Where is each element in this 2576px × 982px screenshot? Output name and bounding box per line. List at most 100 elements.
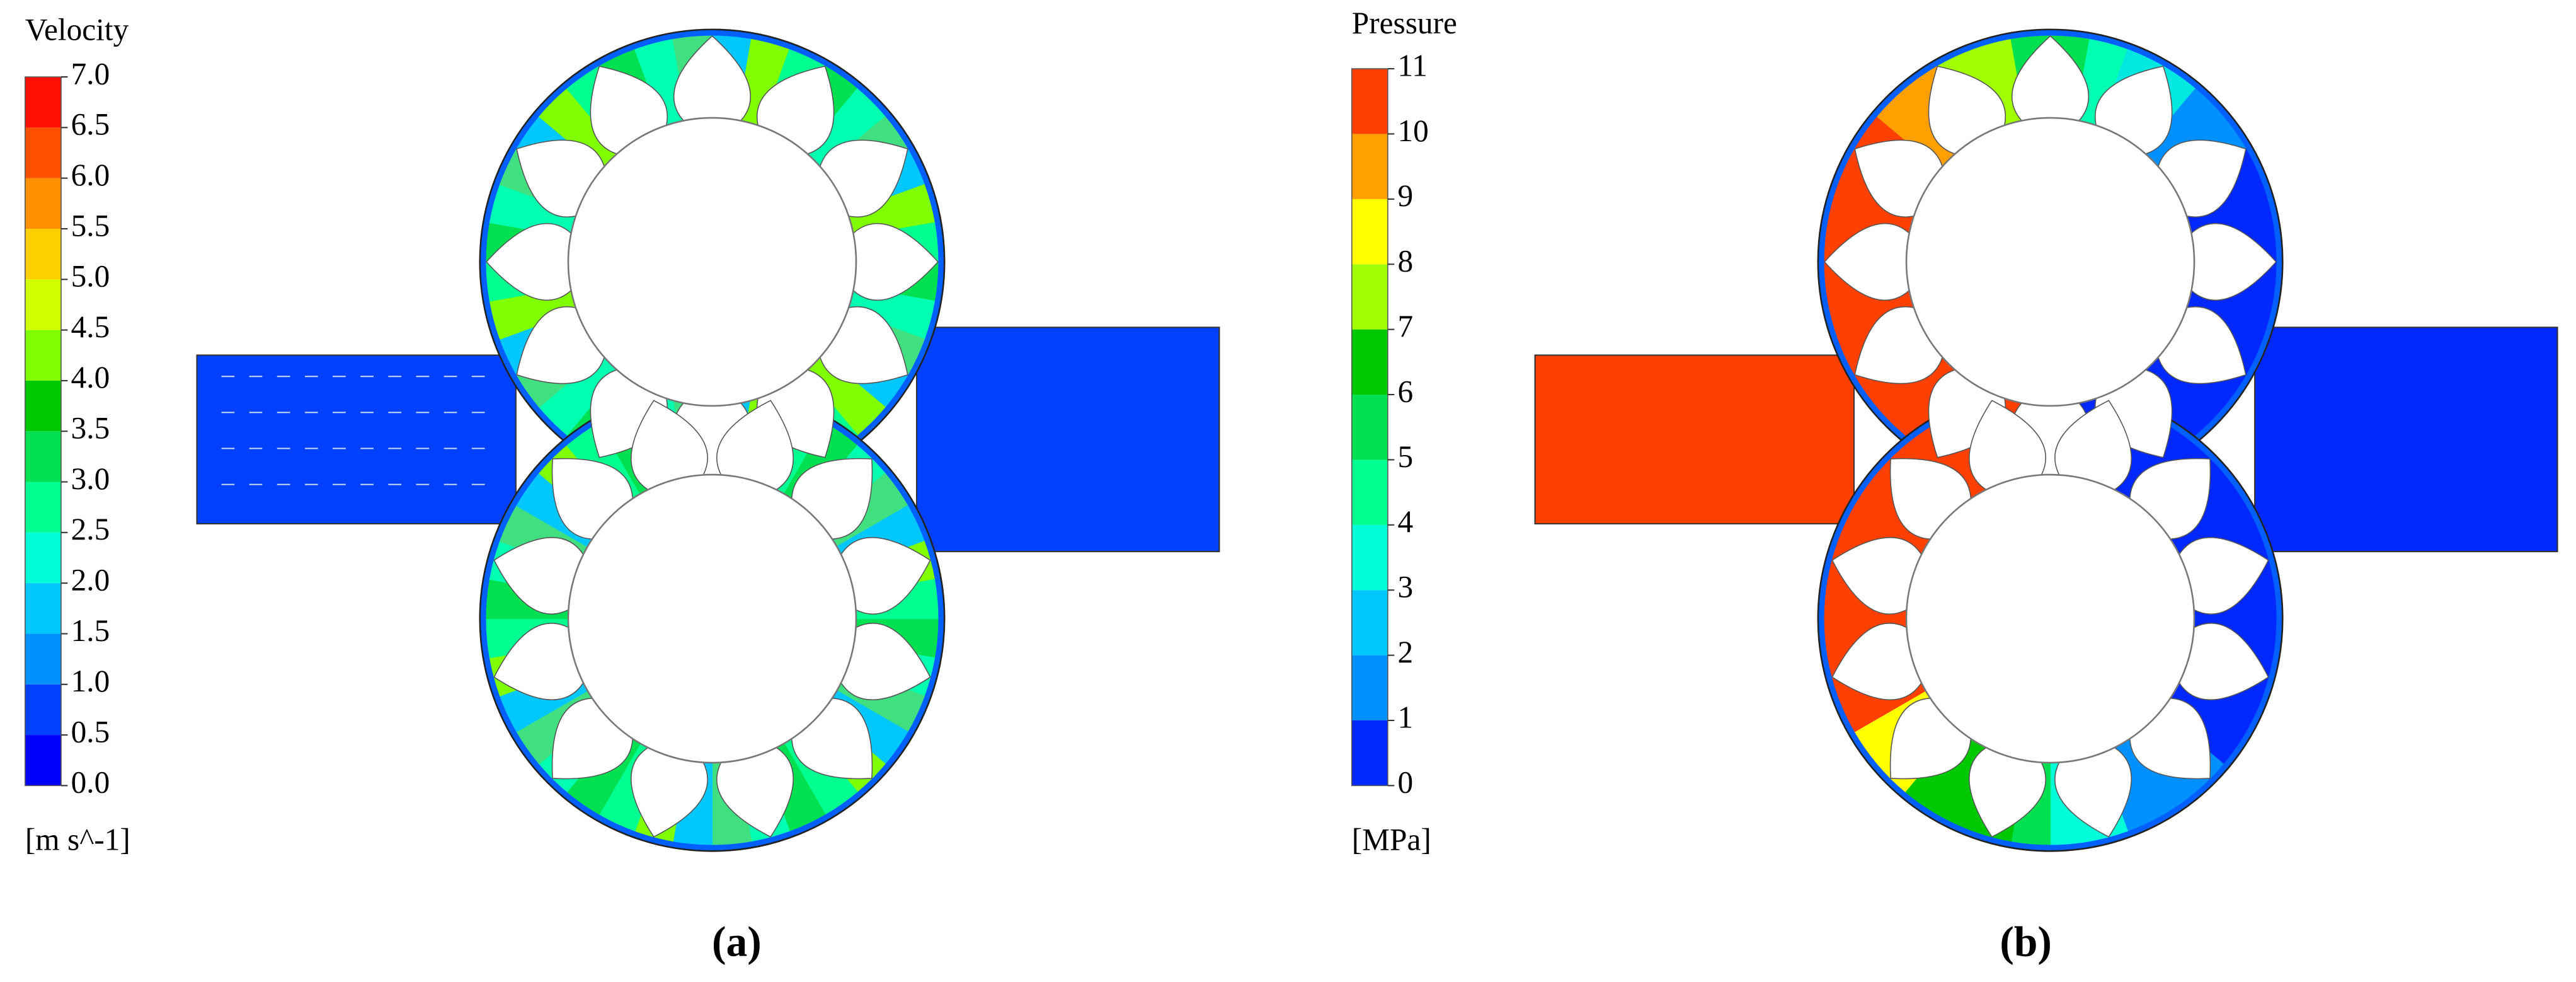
inlet-channel [196,354,517,524]
colorbar-band [25,583,61,634]
gear-tooth [2178,623,2269,700]
gear-tooth [551,697,634,780]
pump [1534,28,2558,852]
colorbar-tick-label: 0 [1397,765,1413,800]
gear-tooth [631,747,708,838]
colorbar-title: Pressure [1352,6,1457,40]
gear-body [567,117,857,407]
colorbar-tick-label: 11 [1397,48,1428,83]
gear-tooth [1831,537,1922,615]
colorbar-tick-label: 5.0 [71,259,110,294]
gear-tooth [716,400,794,490]
colorbar-tick-label: 6.5 [71,107,110,142]
colorbar-tick-label: 1.0 [71,664,110,698]
colorbar-band [25,482,61,533]
gear-tooth [1824,222,1910,301]
colorbar-tick-label: 5 [1397,439,1413,474]
colorbar-band [1351,459,1388,525]
colorbar-tick-label: 7.0 [71,56,110,91]
colorbar-tick-label: 4 [1397,504,1413,539]
colorbar-title: Velocity [25,12,129,47]
colorbar-tick-label: 8 [1397,244,1413,279]
colorbar-band [25,330,61,381]
colorbar-band [25,380,61,432]
gear-tooth [1969,400,2047,490]
gear-tooth [486,222,572,301]
outlet-channel [916,326,1220,553]
gear-tooth [2054,747,2132,838]
gear-tooth [2129,458,2211,540]
colorbar-tick-label: 2.0 [71,562,110,597]
gear-tooth [1831,623,1922,700]
colorbar-band [25,127,61,178]
colorbar-band [25,228,61,280]
colorbar-band [25,178,61,229]
gear-tooth [493,623,584,700]
colorbar-band [1351,655,1388,721]
colorbar-band [25,735,61,786]
colorbar-band [25,633,61,685]
gear-tooth [852,222,939,301]
gear-tooth [2012,35,2090,122]
gear-tooth [2190,222,2277,301]
colorbar-band [25,431,61,482]
colorbar-band [1351,395,1388,460]
gear-tooth [791,458,873,540]
colorbar-tick-label: 0.0 [71,765,110,800]
gear-tooth [2178,537,2269,615]
colorbar-tick-label: 3.5 [71,411,110,446]
gear-tooth [551,458,634,540]
colorbar-tick-label: 4.0 [71,360,110,395]
gear-tooth [791,697,873,780]
colorbar-tick-label: 1 [1397,700,1413,734]
gear-tooth [2129,697,2211,780]
colorbar-tick-label: 2 [1397,635,1413,669]
colorbar-tick-label: 3.0 [71,461,110,496]
colorbar-tick-label: 7 [1397,309,1413,344]
colorbar-tick-label: 6.0 [71,158,110,192]
colorbar-band [1351,134,1388,199]
colorbar-band [25,684,61,736]
colorbar-unit: [MPa] [1352,823,1431,857]
gear-body [1905,473,2195,764]
colorbar-band [1351,264,1388,330]
colorbar-tick-label: 4.5 [71,309,110,344]
contour-art [196,28,2558,852]
gear-tooth [716,747,794,838]
colorbar-tick-label: 1.5 [71,613,110,648]
colorbar-tick-label: 10 [1397,113,1428,148]
colorbar-tick-label: 3 [1397,570,1413,604]
gear-tooth [493,537,584,615]
colorbar-band [25,532,61,584]
gear-tooth [1889,697,1972,780]
gear-tooth [2054,400,2132,490]
colorbar-tick-label: 6 [1397,374,1413,408]
colorbar-band [1351,69,1388,134]
colorbar-band [1351,199,1388,265]
gear-body [1905,117,2195,407]
colorbar-tick-label: 2.5 [71,512,110,546]
colorbar-band [1351,590,1388,656]
inlet-channel [1534,354,1855,524]
colorbar-tick-label: 0.5 [71,714,110,749]
gear-tooth [673,35,752,122]
panel-label: (a) [712,918,762,965]
colorbar-tick-label: 9 [1397,178,1413,213]
colorbar-frame [1351,68,1388,787]
gear-body [567,473,857,764]
colorbar-band [25,279,61,330]
colorbar-band [1351,720,1388,786]
pump [196,28,1220,852]
colorbar-band [1351,524,1388,591]
colorbar-tick-label: 5.5 [71,208,110,243]
colorbar-band [25,77,61,128]
gear-tooth [840,623,931,700]
gear-tooth [840,537,931,615]
gear-tooth [631,400,708,490]
colorbar-band [1351,329,1388,395]
outlet-channel [2254,326,2558,553]
panel-label: (b) [2000,918,2052,965]
colorbar-unit: [m s^-1] [25,823,130,857]
